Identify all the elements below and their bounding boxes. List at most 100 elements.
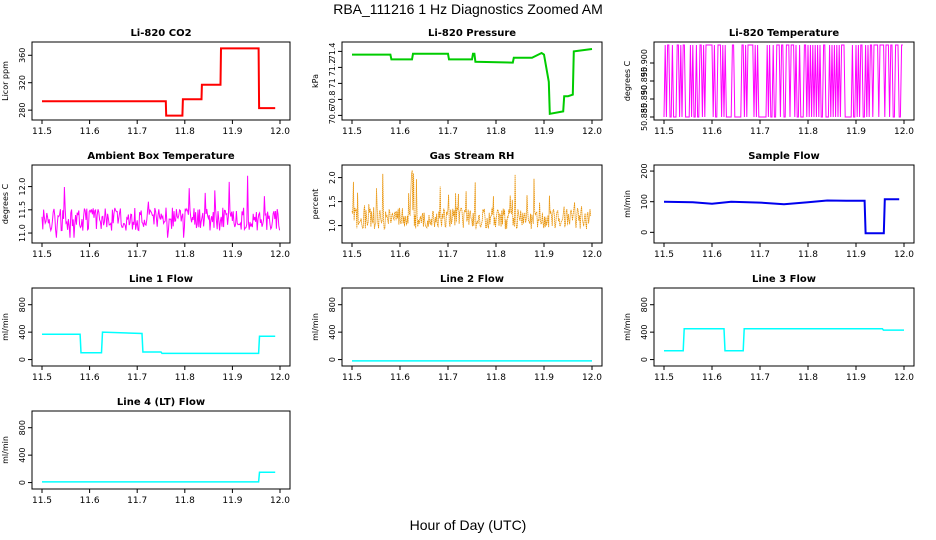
y-tick-label: 0 — [18, 480, 27, 485]
y-tick-label: 320 — [18, 75, 27, 90]
y-tick-label: 280 — [18, 103, 27, 118]
plot-title: Line 3 Flow — [752, 274, 816, 285]
y-tick-label: 400 — [18, 448, 27, 463]
y-tick-label: 50.900 — [640, 49, 649, 77]
plot-frame — [653, 287, 915, 367]
x-tick-label: 12.0 — [894, 127, 914, 137]
x-tick-label: 11.7 — [750, 127, 770, 137]
x-tick-label: 12.0 — [270, 250, 290, 260]
x-tick-label: 11.5 — [654, 250, 674, 260]
y-tick-label: 2.0 — [328, 171, 337, 184]
x-tick-label: 11.7 — [438, 373, 458, 383]
x-tick-label: 11.7 — [127, 373, 147, 383]
x-tick-label: 12.0 — [270, 127, 290, 137]
x-tick-label: 11.7 — [750, 250, 770, 260]
x-tick-label: 11.6 — [80, 250, 100, 260]
x-tick-label: 11.6 — [390, 250, 410, 260]
x-tick-label: 11.5 — [32, 373, 52, 383]
x-tick-label: 12.0 — [582, 250, 602, 260]
x-tick-label: 11.9 — [846, 373, 866, 383]
x-tick-label: 11.5 — [654, 373, 674, 383]
x-tick-label: 11.8 — [175, 373, 195, 383]
plot-frame — [31, 410, 291, 490]
x-tick-label: 11.8 — [798, 250, 818, 260]
y-axis-label: percent — [311, 189, 320, 220]
x-axis-label: Hour of Day (UTC) — [409, 517, 527, 533]
x-tick-label: 11.5 — [342, 250, 362, 260]
y-tick-label: 800 — [18, 420, 27, 435]
plot-frame — [653, 164, 915, 244]
x-tick-label: 11.7 — [127, 496, 147, 506]
series-line — [42, 47, 276, 117]
plot-title: Sample Flow — [748, 151, 820, 162]
y-axis-label: ml/min — [623, 190, 632, 218]
x-tick-label: 11.9 — [534, 373, 554, 383]
y-tick-label: 0 — [640, 357, 649, 362]
series-line — [351, 170, 592, 231]
x-tick-label: 11.5 — [342, 127, 362, 137]
x-tick-label: 11.5 — [32, 250, 52, 260]
y-tick-label: 0 — [640, 230, 649, 235]
y-tick-label: 70.6 — [328, 106, 337, 124]
x-tick-label: 11.7 — [127, 250, 147, 260]
y-tick-label: 0 — [328, 357, 337, 362]
y-tick-label: 800 — [328, 297, 337, 312]
x-tick-label: 11.9 — [222, 496, 242, 506]
y-tick-label: 50.890 — [640, 85, 649, 113]
x-tick-label: 12.0 — [270, 496, 290, 506]
x-tick-label: 11.9 — [222, 250, 242, 260]
y-tick-label: 800 — [640, 297, 649, 312]
series-line — [664, 327, 904, 352]
series-line — [42, 331, 276, 355]
x-tick-label: 11.5 — [342, 373, 362, 383]
x-tick-label: 11.9 — [534, 250, 554, 260]
y-tick-label: 0 — [18, 357, 27, 362]
y-tick-label: 100 — [640, 194, 649, 209]
x-tick-label: 11.8 — [175, 496, 195, 506]
x-tick-label: 12.0 — [894, 250, 914, 260]
x-tick-label: 11.6 — [80, 373, 100, 383]
y-tick-label: 1.0 — [328, 219, 337, 232]
x-tick-label: 11.6 — [702, 373, 722, 383]
y-axis-label: ml/min — [623, 313, 632, 341]
y-tick-label: 71 — [328, 78, 337, 88]
x-tick-label: 11.8 — [486, 127, 506, 137]
x-tick-label: 11.9 — [846, 127, 866, 137]
x-tick-label: 11.5 — [32, 127, 52, 137]
y-tick-label: 12.0 — [18, 178, 27, 196]
x-tick-label: 11.8 — [175, 127, 195, 137]
x-tick-label: 11.6 — [702, 250, 722, 260]
x-tick-label: 11.9 — [222, 373, 242, 383]
x-tick-label: 11.8 — [175, 250, 195, 260]
plot-frame — [341, 287, 603, 367]
x-tick-label: 12.0 — [582, 127, 602, 137]
plot-title: Gas Stream RH — [430, 151, 515, 162]
x-tick-label: 11.6 — [80, 496, 100, 506]
y-tick-label: 1.5 — [328, 195, 337, 208]
plot-title: Line 2 Flow — [440, 274, 504, 285]
page-title: RBA_111216 1 Hz Diagnostics Zoomed AM — [333, 1, 603, 17]
plot-title: Ambient Box Temperature — [87, 151, 234, 162]
y-axis-label: ml/min — [311, 313, 320, 341]
y-tick-label: 50.895 — [640, 67, 649, 95]
plot-frame — [341, 164, 603, 244]
x-tick-label: 12.0 — [894, 373, 914, 383]
x-tick-label: 11.5 — [32, 496, 52, 506]
y-tick-label: 11.0 — [18, 224, 27, 242]
x-tick-label: 11.6 — [80, 127, 100, 137]
y-axis-label: degrees C — [623, 60, 632, 101]
plot-title: Line 1 Flow — [129, 274, 193, 285]
plot-frame — [31, 287, 291, 367]
plot-title: Li-820 Pressure — [428, 28, 516, 39]
y-axis-label: degrees C — [1, 183, 10, 224]
x-tick-label: 12.0 — [582, 373, 602, 383]
y-tick-label: 400 — [640, 325, 649, 340]
y-tick-label: 50.885 — [640, 103, 649, 131]
x-tick-label: 11.8 — [798, 127, 818, 137]
y-tick-label: 400 — [18, 325, 27, 340]
y-tick-label: 400 — [328, 325, 337, 340]
x-tick-label: 11.9 — [222, 127, 242, 137]
y-axis-label: ml/min — [1, 313, 10, 341]
series-line — [42, 471, 276, 483]
